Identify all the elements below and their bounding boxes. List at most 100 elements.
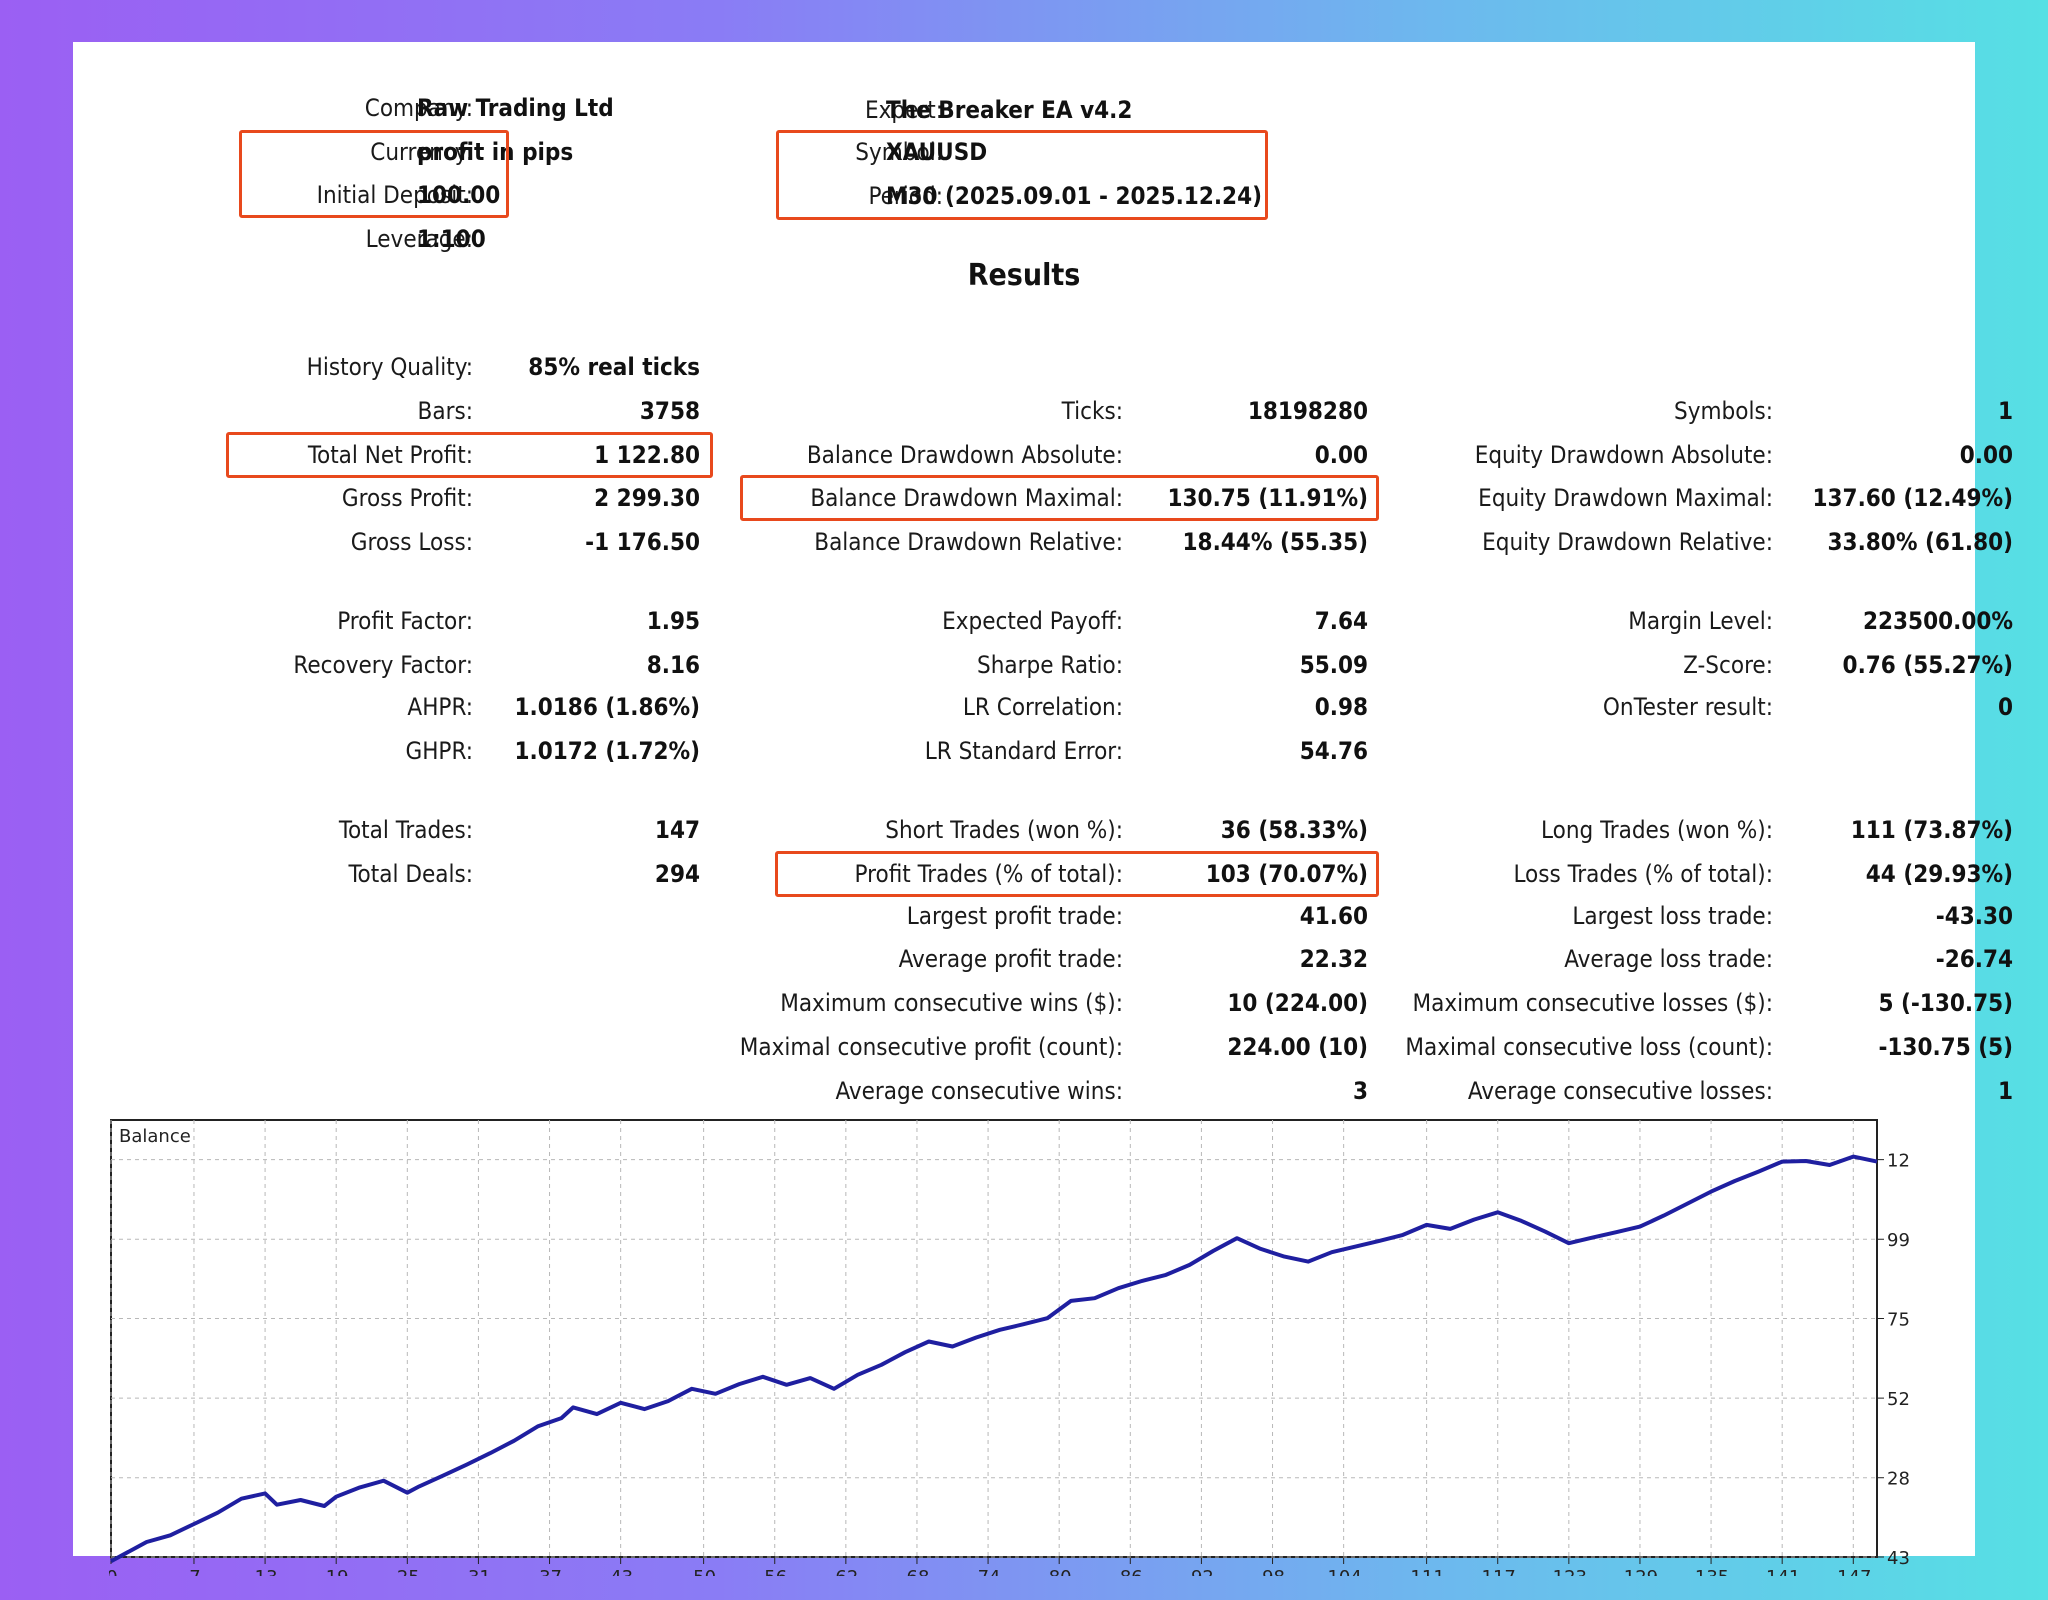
recovery-factor-label: Recovery Factor: [293,651,473,679]
x-tick-label: 50 [693,1567,716,1576]
margin-level-value: 223500.00% [1862,607,2013,635]
expected-payoff-label: Expected Payoff: [942,607,1123,635]
symbol-period-highlight [776,130,1268,220]
ticks-value: 18198280 [1247,397,1368,425]
expert-value: The Breaker EA v4.2 [886,96,1133,124]
ghpr-label: GHPR: [405,737,473,765]
max-consecutive-losses-label: Maximum consecutive losses ($): [1412,989,1773,1017]
equity-dd-absolute-value: 0.00 [1959,441,2013,469]
average-consecutive-wins-value: 3 [1352,1077,1368,1105]
lr-correlation-label: LR Correlation: [962,693,1123,721]
x-tick-label: 7 [189,1567,200,1576]
average-loss-trade-value: -26.74 [1935,945,2013,973]
gross-loss-value: -1 176.50 [585,528,700,556]
recovery-factor-value: 8.16 [646,651,700,679]
x-tick-label: 98 [1262,1567,1285,1576]
currency-value: profit in pips [417,138,574,166]
balance-dd-maximal-value: 130.75 (11.91%) [1167,484,1369,512]
x-tick-label: 123 [1553,1567,1587,1576]
x-tick-label: 56 [764,1567,787,1576]
balance-dd-absolute-label: Balance Drawdown Absolute: [806,441,1123,469]
equity-dd-maximal-value: 137.60 (12.49%) [1812,484,2014,512]
y-tick-label: 997 [1887,1230,1909,1251]
average-consecutive-losses-label: Average consecutive losses: [1467,1077,1773,1105]
average-profit-trade-label: Average profit trade: [898,945,1123,973]
total-deals-label: Total Deals: [348,860,473,888]
history-quality-label: History Quality: [306,353,473,381]
total-net-profit-highlight [226,432,713,478]
y-tick-label: 281 [1887,1469,1909,1490]
balance-dd-absolute-value: 0.00 [1314,441,1368,469]
balance-dd-maximal-label: Balance Drawdown Maximal: [810,484,1123,512]
deposit-leverage-highlight [239,130,509,218]
z-score-label: Z-Score: [1683,651,1773,679]
x-tick-label: 141 [1766,1567,1800,1576]
average-loss-trade-label: Average loss trade: [1564,945,1773,973]
equity-dd-relative-value: 33.80% (61.80) [1827,528,2013,556]
equity-dd-absolute-label: Equity Drawdown Absolute: [1474,441,1773,469]
gross-profit-value: 2 299.30 [594,484,700,512]
x-tick-label: 129 [1624,1567,1658,1576]
average-profit-trade-value: 22.32 [1299,945,1368,973]
initial-deposit-label: Initial Deposit: [316,181,473,209]
profit-trades-label: Profit Trades (% of total): [854,860,1123,888]
max-consecutive-losses-value: 5 (-130.75) [1878,989,2013,1017]
sharpe-ratio-label: Sharpe Ratio: [976,651,1123,679]
x-tick-label: 19 [326,1567,349,1576]
total-net-profit-label: Total Net Profit: [307,441,473,469]
average-consecutive-wins-label: Average consecutive wins: [835,1077,1124,1105]
total-deals-value: 294 [654,860,700,888]
ontester-result-value: 0 [1997,693,2013,721]
bars-value: 3758 [639,397,700,425]
symbol-label: Symbol: [855,138,943,166]
y-tick-label: 520 [1887,1389,1909,1410]
balance-dd-maximal-highlight [740,475,1379,521]
ghpr-value: 1.0172 (1.72%) [514,737,700,765]
gross-loss-label: Gross Loss: [350,528,473,556]
x-tick-label: 74 [978,1567,1001,1576]
maximal-consecutive-profit-value: 224.00 (10) [1227,1033,1368,1061]
balance-line [110,1154,1878,1564]
total-net-profit-value: 1 122.80 [594,441,700,469]
leverage-label: Leverage: [365,225,473,253]
short-trades-label: Short Trades (won %): [885,816,1123,844]
loss-trades-value: 44 (29.93%) [1865,860,2013,888]
period-label: Period: [868,182,943,210]
long-trades-label: Long Trades (won %): [1541,816,1773,844]
average-consecutive-losses-value: 1 [1997,1077,2013,1105]
expert-label: Expert: [864,96,943,124]
balance-dd-relative-value: 18.44% (55.35) [1182,528,1368,556]
z-score-value: 0.76 (55.27%) [1842,651,2013,679]
largest-loss-trade-value: -43.30 [1935,902,2013,930]
x-tick-label: 147 [1837,1567,1871,1576]
x-tick-label: 111 [1410,1567,1444,1576]
chart-frame [110,1119,1878,1558]
total-trades-value: 147 [654,816,700,844]
results-title: Results [967,258,1081,293]
bars-label: Bars: [417,397,473,425]
x-tick-label: 0 [109,1567,118,1576]
expected-payoff-value: 7.64 [1314,607,1368,635]
company-label: Company: [364,94,473,122]
profit-trades-highlight [775,851,1379,897]
leverage-value: 1:100 [417,225,486,253]
balance-dd-relative-label: Balance Drawdown Relative: [814,528,1123,556]
initial-deposit-value: 100.00 [417,181,501,209]
x-tick-label: 43 [610,1567,633,1576]
ontester-result-label: OnTester result: [1602,693,1773,721]
chart-title: Balance [119,1126,191,1147]
x-tick-label: 13 [255,1567,278,1576]
max-consecutive-wins-value: 10 (224.00) [1227,989,1368,1017]
company-value: Raw Trading Ltd [417,94,614,122]
maximal-consecutive-loss-value: -130.75 (5) [1878,1033,2013,1061]
x-tick-label: 86 [1120,1567,1143,1576]
x-tick-label: 117 [1482,1567,1516,1576]
balance-chart: 0 7 13 19 25 31 37 43 50 56 62 68 74 80 86 92 98 104 111 11… [109,1118,1909,1576]
largest-profit-trade-value: 41.60 [1299,902,1368,930]
symbols-label: Symbols: [1674,397,1773,425]
maximal-consecutive-profit-label: Maximal consecutive profit (count): [739,1033,1123,1061]
period-value: M30 (2025.09.01 - 2025.12.24) [886,182,1262,210]
sharpe-ratio-value: 55.09 [1299,651,1368,679]
lr-std-error-value: 54.76 [1299,737,1368,765]
y-tick-label: 43 [1887,1548,1909,1569]
